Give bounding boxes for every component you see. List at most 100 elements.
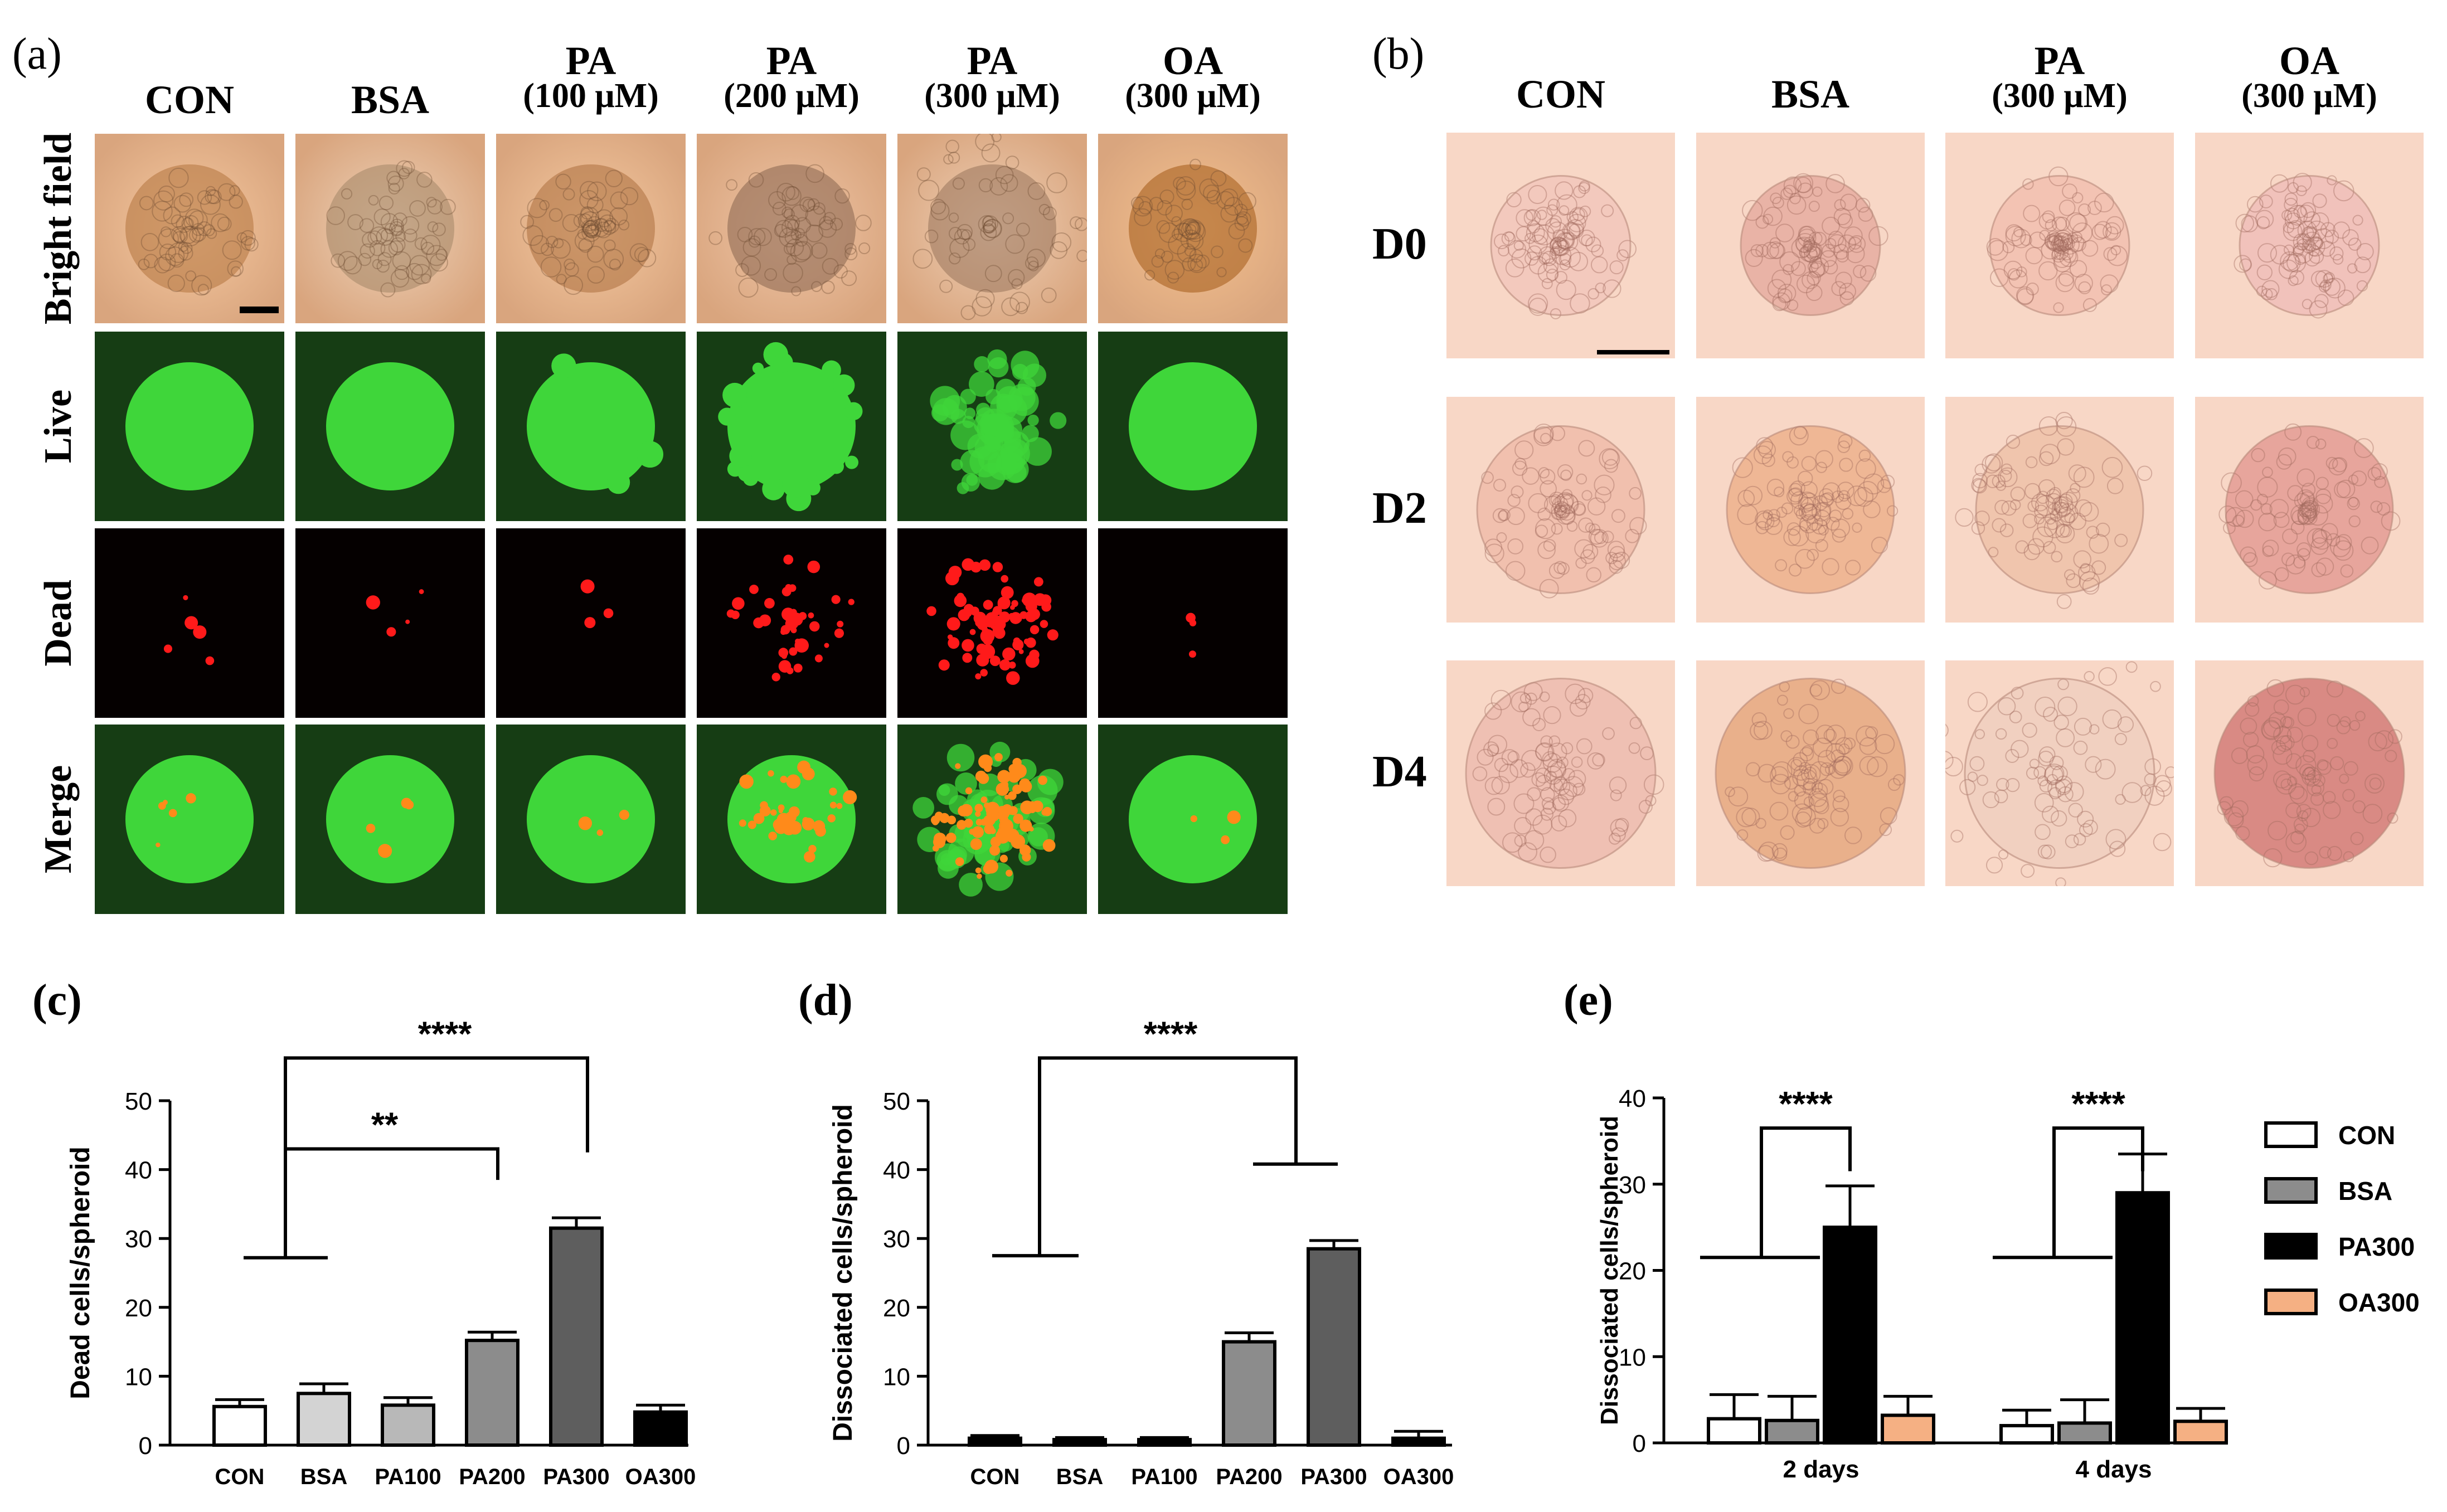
micrograph-image <box>1945 133 2174 358</box>
panel-c-label: (c) <box>32 976 82 1025</box>
micrograph-image <box>697 332 886 521</box>
significance-bracket <box>1700 1126 1852 1260</box>
column-header: PA <box>2034 38 2085 83</box>
y-tick-label: 50 <box>125 1088 152 1115</box>
column-header: OA <box>1163 38 1223 83</box>
micrograph <box>697 134 886 323</box>
bar <box>2057 1421 2112 1445</box>
significance-label: **** <box>1144 1015 1198 1053</box>
y-tick-label: 40 <box>883 1157 910 1184</box>
micrograph-image <box>897 332 1087 521</box>
y-tick-label: 10 <box>883 1363 910 1391</box>
y-tick-label: 40 <box>1619 1085 1646 1112</box>
chart-dead-cells: Dead cells/spheroid 0 10 20 30 40 50 CON BSA PA10… <box>66 1015 696 1489</box>
y-tick-label: 0 <box>1633 1430 1646 1457</box>
micrograph <box>95 725 284 914</box>
y-tick-label: 30 <box>125 1226 152 1253</box>
micrograph-image <box>897 528 1087 718</box>
column-header-sub: (300 μM) <box>2241 77 2377 115</box>
micrograph-image <box>2195 660 2424 886</box>
micrograph-image <box>1945 397 2174 623</box>
micrograph-image <box>1696 133 1925 358</box>
micrograph-image <box>1446 660 1675 886</box>
micrograph-image <box>1945 660 2174 886</box>
micrograph-image <box>1098 134 1288 323</box>
column-header: PA <box>766 38 817 83</box>
y-axis-label: Dead cells/spheroid <box>66 1146 95 1399</box>
micrograph-image <box>897 134 1087 323</box>
bar <box>1391 1436 1446 1447</box>
row-header: Merge <box>37 765 80 874</box>
micrograph <box>897 725 1087 914</box>
x-tick-label: BSA <box>300 1465 347 1489</box>
micrograph-image <box>1098 332 1288 521</box>
y-tick-label: 0 <box>139 1432 152 1460</box>
y-axis-label: Dissociated cells/spheroid <box>1596 1116 1623 1425</box>
chart-dissociated-cells: Dissociated cells/spheroid 0 10 20 30 40 50 CON… <box>828 1015 1454 1489</box>
bar <box>968 1436 1022 1447</box>
micrograph-image <box>697 725 886 914</box>
x-tick-label: PA200 <box>1216 1465 1282 1489</box>
row-header: Dead <box>37 580 80 667</box>
row-header: D2 <box>1372 483 1427 533</box>
bar <box>1707 1417 1761 1445</box>
x-tick-label: PA200 <box>459 1465 525 1489</box>
bar <box>1999 1424 2054 1445</box>
y-tick-label: 40 <box>125 1157 152 1184</box>
bar <box>381 1403 435 1447</box>
micrograph-image <box>95 332 284 521</box>
micrograph <box>697 332 886 521</box>
micrograph-image <box>1696 397 1925 623</box>
column-header-sub: (300 μM) <box>1125 77 1261 115</box>
panel-d-label: (d) <box>798 976 853 1025</box>
panel-a-label: (a) <box>12 30 62 79</box>
significance-label: **** <box>1779 1085 1833 1124</box>
micrograph <box>496 528 686 718</box>
micrograph-image <box>697 528 886 718</box>
y-tick-label: 30 <box>1619 1171 1646 1199</box>
column-header-sub: (300 μM) <box>1992 77 2128 115</box>
y-tick-label: 10 <box>125 1363 152 1391</box>
micrograph <box>496 332 686 521</box>
significance-bracket <box>992 1056 1338 1258</box>
micrograph-image <box>2195 133 2424 358</box>
micrograph-image <box>1446 397 1675 623</box>
bar <box>297 1392 351 1447</box>
y-axis-label: Dissociated cells/spheroid <box>828 1104 858 1442</box>
bar <box>1222 1340 1276 1447</box>
row-header: D4 <box>1372 747 1427 796</box>
micrograph-image <box>1696 660 1925 886</box>
legend-label: CON <box>2338 1121 2395 1150</box>
legend-label: BSA <box>2338 1176 2392 1205</box>
x-tick-label: 4 days <box>2076 1456 2152 1483</box>
legend-label: PA300 <box>2338 1232 2415 1261</box>
micrograph-image <box>95 528 284 718</box>
bar <box>2173 1419 2228 1445</box>
micrograph <box>1098 528 1288 718</box>
micrograph <box>2195 397 2424 623</box>
y-tick-label: 20 <box>125 1295 152 1322</box>
y-tick-label: 20 <box>883 1295 910 1322</box>
column-header-sub: (100 μM) <box>523 77 659 115</box>
bar <box>549 1226 604 1447</box>
micrograph <box>295 332 485 521</box>
micrograph-image <box>496 332 686 521</box>
bar <box>633 1410 688 1447</box>
micrograph <box>1696 397 1925 623</box>
bar <box>1823 1226 1877 1445</box>
bar <box>1881 1413 1935 1445</box>
micrograph <box>1945 397 2174 623</box>
row-header: Live <box>37 389 80 464</box>
bar <box>2115 1191 2170 1445</box>
bar <box>1137 1438 1192 1447</box>
micrograph <box>1098 725 1288 914</box>
micrograph <box>1945 660 2174 886</box>
row-header: D0 <box>1372 219 1427 269</box>
micrograph <box>95 332 284 521</box>
micrograph <box>496 134 686 323</box>
micrograph <box>697 725 886 914</box>
micrograph-image <box>897 725 1087 914</box>
micrograph <box>1098 134 1288 323</box>
legend-swatch <box>2264 1177 2318 1204</box>
micrograph-image <box>1098 725 1288 914</box>
